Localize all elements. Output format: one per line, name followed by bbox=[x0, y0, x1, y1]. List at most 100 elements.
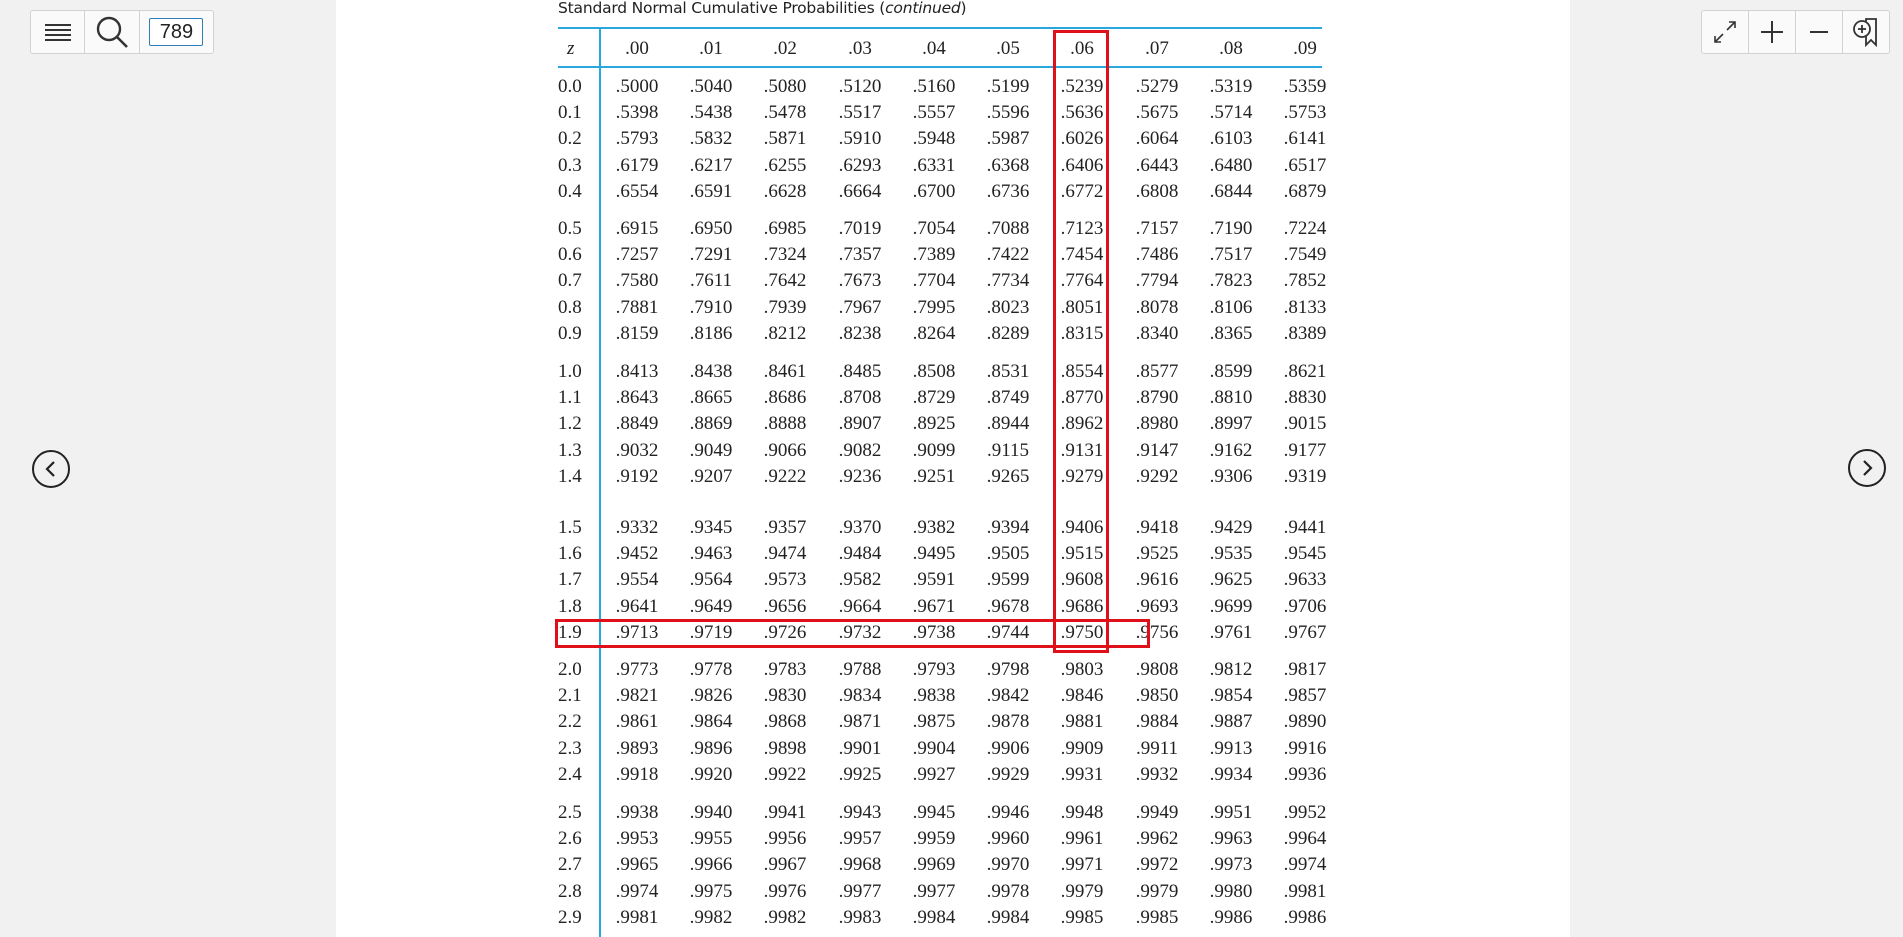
probability-cell: .9306 bbox=[1209, 466, 1253, 487]
probability-cell: .6808 bbox=[1135, 181, 1179, 202]
caption-text: Standard Normal Cumulative Probabilities… bbox=[558, 0, 886, 17]
probability-cell: .9834 bbox=[838, 685, 882, 706]
probability-cell: .8340 bbox=[1135, 323, 1179, 344]
probability-cell: .8365 bbox=[1209, 323, 1253, 344]
probability-cell: .5517 bbox=[838, 102, 882, 123]
probability-cell: .9983 bbox=[838, 907, 882, 928]
probability-cell: .9959 bbox=[912, 828, 956, 849]
probability-cell: .6628 bbox=[763, 181, 807, 202]
probability-cell: .9974 bbox=[615, 881, 659, 902]
probability-cell: .9830 bbox=[763, 685, 807, 706]
probability-cell: .7486 bbox=[1135, 244, 1179, 265]
z-value: 2.4 bbox=[558, 764, 582, 785]
z-value: 1.6 bbox=[558, 543, 582, 564]
probability-cell: .5557 bbox=[912, 102, 956, 123]
table-caption: Standard Normal Cumulative Probabilities… bbox=[558, 0, 967, 17]
bookmark-add-button[interactable] bbox=[1843, 11, 1889, 53]
probability-cell: .7852 bbox=[1283, 270, 1327, 291]
probability-cell: .9649 bbox=[689, 596, 733, 617]
previous-page-button[interactable] bbox=[32, 450, 70, 488]
z-value: 0.6 bbox=[558, 244, 582, 265]
page-number-input[interactable] bbox=[149, 18, 204, 46]
probability-cell: .9706 bbox=[1283, 596, 1327, 617]
zoom-in-icon bbox=[1761, 21, 1783, 43]
probability-cell: .9066 bbox=[763, 440, 807, 461]
z-value: 1.2 bbox=[558, 413, 582, 434]
probability-cell: .5675 bbox=[1135, 102, 1179, 123]
probability-cell: .9222 bbox=[763, 466, 807, 487]
probability-cell: .6664 bbox=[838, 181, 882, 202]
probability-cell: .6406 bbox=[1060, 155, 1104, 176]
probability-cell: .8554 bbox=[1060, 361, 1104, 382]
column-header: .00 bbox=[625, 38, 649, 59]
probability-cell: .9965 bbox=[615, 854, 659, 875]
probability-cell: .6331 bbox=[912, 155, 956, 176]
z-value: 2.0 bbox=[558, 659, 582, 680]
probability-cell: .7910 bbox=[689, 297, 733, 318]
probability-cell: .9850 bbox=[1135, 685, 1179, 706]
probability-cell: .9901 bbox=[838, 738, 882, 759]
probability-cell: .9370 bbox=[838, 517, 882, 538]
zoom-out-button[interactable] bbox=[1796, 11, 1843, 53]
fullscreen-button[interactable] bbox=[1702, 11, 1749, 53]
probability-cell: .7764 bbox=[1060, 270, 1104, 291]
zoom-in-button[interactable] bbox=[1749, 11, 1796, 53]
search-icon bbox=[96, 16, 129, 48]
probability-cell: .9394 bbox=[986, 517, 1030, 538]
probability-cell: .9441 bbox=[1283, 517, 1327, 538]
probability-cell: .8389 bbox=[1283, 323, 1327, 344]
probability-cell: .9357 bbox=[763, 517, 807, 538]
probability-cell: .5871 bbox=[763, 128, 807, 149]
search-button[interactable] bbox=[85, 11, 140, 53]
probability-cell: .9913 bbox=[1209, 738, 1253, 759]
z-value: 2.9 bbox=[558, 907, 582, 928]
probability-cell: .8790 bbox=[1135, 387, 1179, 408]
probability-cell: .9582 bbox=[838, 569, 882, 590]
probability-cell: .9773 bbox=[615, 659, 659, 680]
probability-cell: .7019 bbox=[838, 218, 882, 239]
probability-cell: .9893 bbox=[615, 738, 659, 759]
probability-cell: .8810 bbox=[1209, 387, 1253, 408]
probability-cell: .9985 bbox=[1060, 907, 1104, 928]
probability-cell: .9015 bbox=[1283, 413, 1327, 434]
probability-cell: .8997 bbox=[1209, 413, 1253, 434]
probability-cell: .5753 bbox=[1283, 102, 1327, 123]
probability-cell: .9265 bbox=[986, 466, 1030, 487]
probability-cell: .9964 bbox=[1283, 828, 1327, 849]
probability-cell: .5636 bbox=[1060, 102, 1104, 123]
probability-cell: .9838 bbox=[912, 685, 956, 706]
probability-cell: .9719 bbox=[689, 622, 733, 643]
probability-cell: .9985 bbox=[1135, 907, 1179, 928]
z-value: 1.8 bbox=[558, 596, 582, 617]
probability-cell: .6026 bbox=[1060, 128, 1104, 149]
probability-cell: .7454 bbox=[1060, 244, 1104, 265]
probability-cell: .9968 bbox=[838, 854, 882, 875]
probability-cell: .9951 bbox=[1209, 802, 1253, 823]
next-page-button[interactable] bbox=[1848, 449, 1886, 487]
menu-button[interactable] bbox=[31, 11, 86, 53]
probability-cell: .9960 bbox=[986, 828, 1030, 849]
probability-cell: .8289 bbox=[986, 323, 1030, 344]
probability-cell: .9948 bbox=[1060, 802, 1104, 823]
probability-cell: .9817 bbox=[1283, 659, 1327, 680]
probability-cell: .9898 bbox=[763, 738, 807, 759]
z-value: 1.1 bbox=[558, 387, 582, 408]
probability-cell: .9826 bbox=[689, 685, 733, 706]
z-value: 2.6 bbox=[558, 828, 582, 849]
probability-cell: .8078 bbox=[1135, 297, 1179, 318]
probability-cell: .5832 bbox=[689, 128, 733, 149]
probability-cell: .9904 bbox=[912, 738, 956, 759]
probability-cell: .9962 bbox=[1135, 828, 1179, 849]
probability-cell: .8830 bbox=[1283, 387, 1327, 408]
probability-cell: .9973 bbox=[1209, 854, 1253, 875]
probability-cell: .9616 bbox=[1135, 569, 1179, 590]
probability-cell: .5279 bbox=[1135, 76, 1179, 97]
probability-cell: .9875 bbox=[912, 711, 956, 732]
probability-cell: .9977 bbox=[912, 881, 956, 902]
probability-cell: .9099 bbox=[912, 440, 956, 461]
probability-cell: .8869 bbox=[689, 413, 733, 434]
probability-cell: .8770 bbox=[1060, 387, 1104, 408]
probability-cell: .8621 bbox=[1283, 361, 1327, 382]
probability-cell: .5319 bbox=[1209, 76, 1253, 97]
probability-cell: .7967 bbox=[838, 297, 882, 318]
